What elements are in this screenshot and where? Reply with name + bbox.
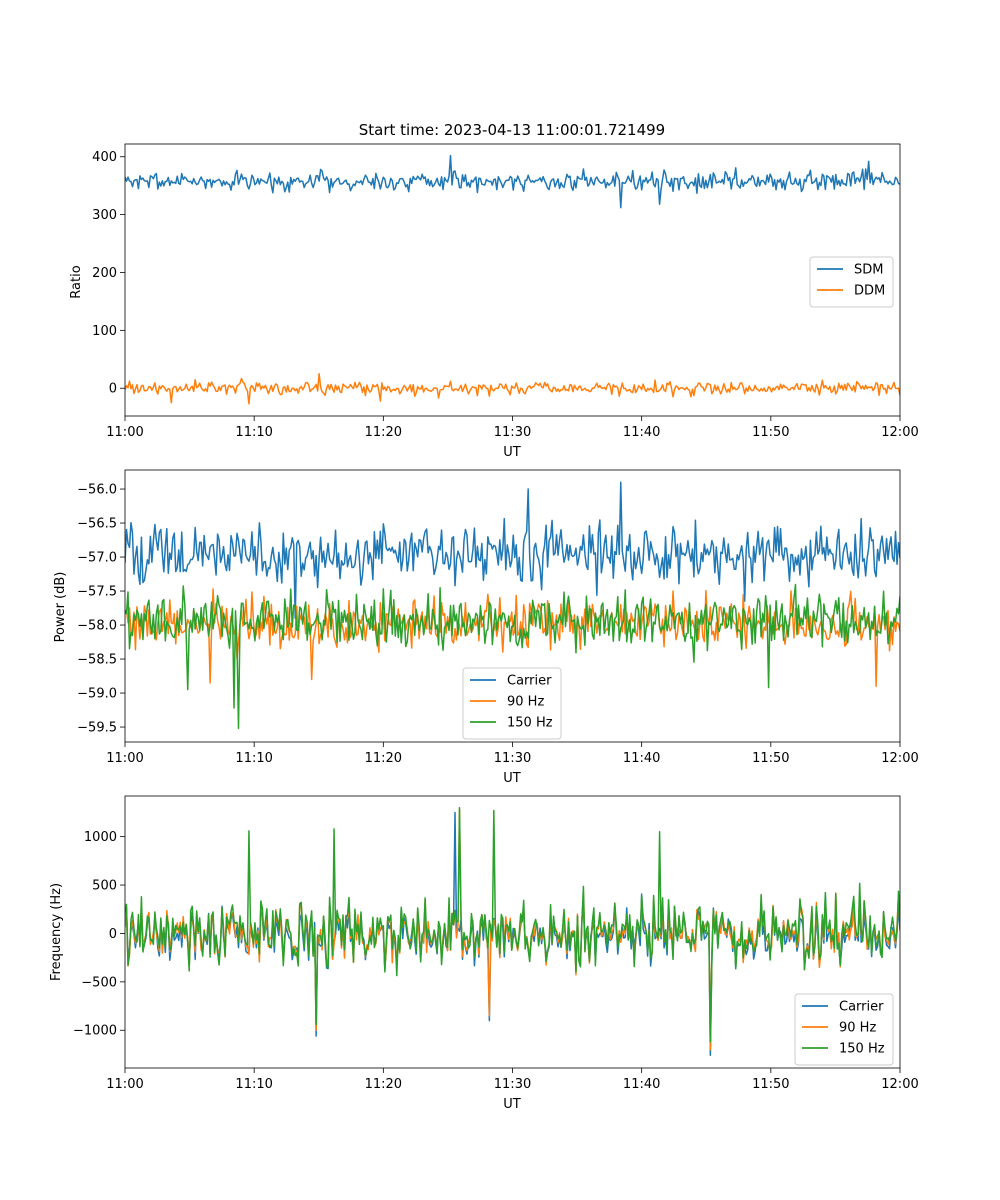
series-line-150-hz [125,806,900,1043]
legend: SDM DDM [809,256,894,308]
series-line-carrier [125,481,900,619]
x-tick-label: 11:00 [106,1077,143,1092]
y-axis-label: Frequency (Hz) [49,883,64,981]
x-tick-label: 12:00 [881,425,918,440]
legend: Carrier 90 Hz 150 Hz [462,667,562,740]
x-tick-label: 11:20 [365,751,402,766]
x-axis-label: UT [503,445,521,460]
x-axis-label: UT [503,1097,521,1112]
x-tick-label: 11:50 [752,751,789,766]
y-axis-label: Power (dB) [53,572,68,643]
x-tick-label: 11:00 [106,751,143,766]
x-tick-label: 11:30 [494,751,531,766]
y-tick-label: 200 [92,266,117,281]
legend: Carrier 90 Hz 150 Hz [794,993,894,1066]
x-axis-label: UT [503,771,521,786]
y-tick-label: −56.5 [77,517,117,532]
y-tick-label: 0 [109,382,117,397]
x-tick-label: 11:20 [365,425,402,440]
x-tick-label: 11:00 [106,425,143,440]
x-tick-label: 11:50 [752,425,789,440]
y-tick-label: 300 [92,208,117,223]
x-tick-label: 12:00 [881,1077,918,1092]
legend-label: SDM [854,263,883,278]
x-tick-label: 11:50 [752,1077,789,1092]
power-panel: UT Power (dB) 11:00 11:10 11:20 11:30 11:40 1… [53,469,919,786]
y-tick-label: −58.5 [77,653,117,668]
series-line-150-hz [125,583,900,730]
chart-title: Start time: 2023-04-13 11:00:01.721499 [359,121,665,139]
y-tick-label: −56.0 [77,483,117,498]
x-tick-label: 11:40 [623,1077,660,1092]
ratio-panel: Start time: 2023-04-13 11:00:01.721499 U… [69,121,919,460]
y-tick-label: −1000 [73,1024,117,1039]
y-tick-label: 0 [109,927,117,942]
x-tick-label: 11:10 [235,751,272,766]
y-tick-label: 400 [92,150,117,165]
y-axis-label: Ratio [69,265,84,298]
x-tick-label: 11:30 [494,1077,531,1092]
x-tick-label: 12:00 [881,751,918,766]
legend-label: Carrier [839,1000,884,1015]
legend-label: 150 Hz [839,1042,885,1057]
legend-label: 90 Hz [839,1021,876,1036]
y-tick-label: −57.5 [77,585,117,600]
y-tick-label: −58.0 [77,619,117,634]
y-tick-label: −59.0 [77,687,117,702]
legend-label: 90 Hz [507,695,544,710]
frequency-panel: UT Frequency (Hz) 11:00 11:10 11:20 11:30 11… [49,795,919,1112]
series-line-sdm [125,154,900,209]
y-tick-label: 1000 [84,830,117,845]
x-tick-label: 11:10 [235,1077,272,1092]
x-tick-label: 11:30 [494,425,531,440]
y-tick-label: 500 [92,879,117,894]
series-group [125,154,900,405]
legend-label: DDM [854,284,885,299]
y-tick-label: 100 [92,324,117,339]
series-line-ddm [125,373,900,405]
x-tick-label: 11:40 [623,751,660,766]
x-tick-label: 11:20 [365,1077,402,1092]
y-tick-label: −500 [81,975,117,990]
x-tick-label: 11:40 [623,425,660,440]
y-tick-label: −59.5 [77,721,117,736]
series-group [125,481,900,730]
y-tick-label: −57.0 [77,551,117,566]
x-tick-label: 11:10 [235,425,272,440]
series-group [125,806,900,1057]
legend-label: Carrier [507,674,552,689]
legend-label: 150 Hz [507,716,553,731]
